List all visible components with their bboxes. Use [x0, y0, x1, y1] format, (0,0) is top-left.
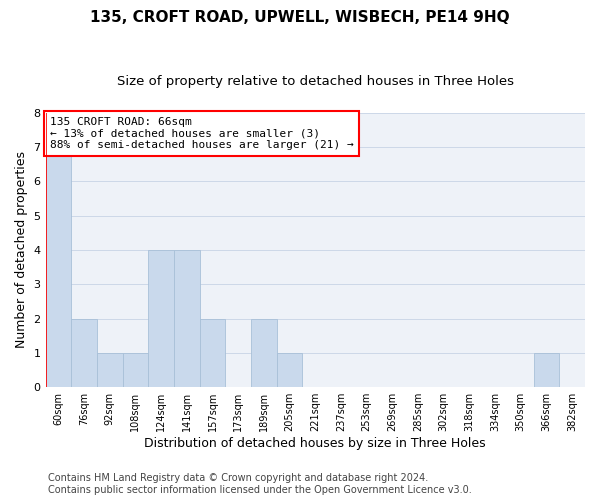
- Text: Contains HM Land Registry data © Crown copyright and database right 2024.
Contai: Contains HM Land Registry data © Crown c…: [48, 474, 472, 495]
- Bar: [174, 250, 200, 387]
- Title: Size of property relative to detached houses in Three Holes: Size of property relative to detached ho…: [117, 75, 514, 88]
- Bar: [251, 318, 277, 387]
- Y-axis label: Number of detached properties: Number of detached properties: [15, 152, 28, 348]
- Bar: [148, 250, 174, 387]
- Text: 135, CROFT ROAD, UPWELL, WISBECH, PE14 9HQ: 135, CROFT ROAD, UPWELL, WISBECH, PE14 9…: [90, 10, 510, 25]
- Bar: [71, 318, 97, 387]
- Bar: [46, 113, 71, 387]
- Bar: [97, 353, 122, 387]
- Text: 135 CROFT ROAD: 66sqm
← 13% of detached houses are smaller (3)
88% of semi-detac: 135 CROFT ROAD: 66sqm ← 13% of detached …: [50, 117, 353, 150]
- Bar: [533, 353, 559, 387]
- Bar: [277, 353, 302, 387]
- X-axis label: Distribution of detached houses by size in Three Holes: Distribution of detached houses by size …: [145, 437, 486, 450]
- Bar: [200, 318, 226, 387]
- Bar: [122, 353, 148, 387]
